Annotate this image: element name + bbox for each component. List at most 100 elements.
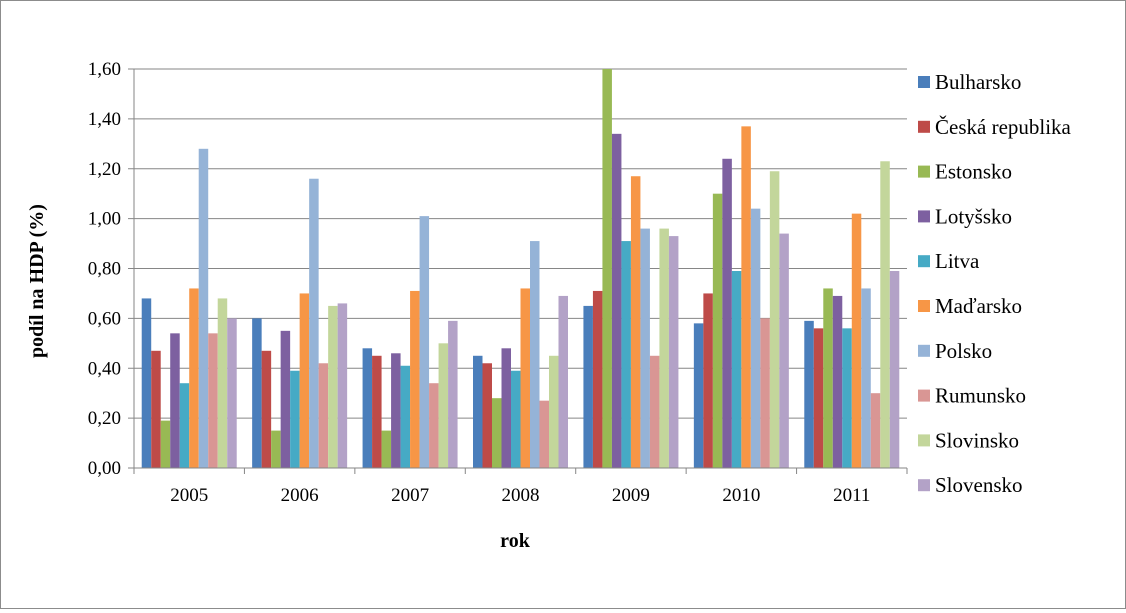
bar xyxy=(189,288,199,468)
bar xyxy=(261,350,272,468)
bar xyxy=(703,293,713,468)
bar xyxy=(861,288,871,468)
bar xyxy=(151,350,161,468)
bar xyxy=(722,158,732,468)
bar xyxy=(602,69,612,468)
legend-label: Rumunsko xyxy=(935,384,1026,408)
bar xyxy=(693,323,704,468)
y-tick-label: 0,80 xyxy=(88,259,121,280)
bar xyxy=(271,430,281,468)
bar xyxy=(290,370,300,468)
y-tick-label: 0,60 xyxy=(88,308,121,329)
bar xyxy=(448,320,458,468)
bar xyxy=(813,328,824,468)
x-axis-title: rok xyxy=(500,530,531,552)
legend-swatch xyxy=(918,300,930,312)
legend-label: Polsko xyxy=(935,339,992,363)
bar xyxy=(198,148,209,469)
bar xyxy=(141,298,152,468)
legend-swatch xyxy=(918,120,930,133)
y-tick-label: 1,00 xyxy=(88,209,121,230)
bar xyxy=(438,343,449,468)
bar xyxy=(362,348,373,468)
y-tick-label: 1,60 xyxy=(88,59,121,80)
bar xyxy=(558,295,568,468)
legend-label: Estonsko xyxy=(935,160,1012,184)
bar xyxy=(760,318,770,468)
legend-swatch xyxy=(918,76,930,88)
legend: Bulharsko Česká republika Estonsko Lotyšsko… xyxy=(918,70,1072,497)
bar xyxy=(804,320,814,468)
bar xyxy=(659,228,669,468)
bar xyxy=(328,305,338,468)
bar xyxy=(750,208,761,468)
bar xyxy=(889,270,900,468)
bar xyxy=(712,193,723,468)
x-tick-label: 2007 xyxy=(391,485,429,506)
bar xyxy=(482,363,492,468)
legend-label: Maďarsko xyxy=(935,294,1022,318)
bar xyxy=(280,330,291,468)
bar xyxy=(583,305,593,468)
legend-label: Slovensko xyxy=(935,473,1023,497)
legend-swatch xyxy=(918,479,930,492)
axes xyxy=(128,68,908,474)
bar xyxy=(381,430,392,468)
bar xyxy=(179,383,190,468)
bar xyxy=(832,295,843,468)
bar xyxy=(779,233,789,468)
bar xyxy=(309,178,319,468)
bar xyxy=(429,383,439,468)
bar xyxy=(640,228,650,468)
bar xyxy=(170,333,180,468)
bar xyxy=(592,290,603,468)
legend-swatch xyxy=(918,255,930,268)
y-tick-label: 0,00 xyxy=(88,458,121,479)
x-tick-label: 2008 xyxy=(502,485,540,506)
legend-swatch xyxy=(918,389,930,402)
bar xyxy=(372,355,382,468)
bar xyxy=(410,290,420,468)
bar xyxy=(318,363,329,468)
bar xyxy=(741,126,751,468)
bar xyxy=(630,176,641,468)
legend-label: Česká republika xyxy=(935,115,1072,139)
bar xyxy=(501,348,511,468)
x-tick-label: 2009 xyxy=(612,485,650,506)
bar xyxy=(217,298,228,468)
bar xyxy=(160,420,171,468)
legend-swatch xyxy=(918,165,930,178)
legend-label: Slovinsko xyxy=(935,428,1019,452)
bar xyxy=(769,171,780,468)
bar xyxy=(851,213,862,468)
bar xyxy=(337,303,348,468)
bar xyxy=(400,365,411,468)
bar xyxy=(492,398,502,468)
y-axis-title: podíl na HDP (%) xyxy=(26,204,48,358)
bar xyxy=(511,370,521,468)
bar xyxy=(870,393,881,468)
y-tick-label: 1,20 xyxy=(88,159,121,180)
bar xyxy=(649,355,660,468)
bar xyxy=(299,293,310,468)
bar xyxy=(227,318,237,468)
bar xyxy=(252,318,262,468)
y-tick-label: 0,40 xyxy=(88,358,121,379)
legend-label: Bulharsko xyxy=(935,70,1021,94)
bar xyxy=(473,355,483,468)
tick-labels: 0,00 0,20 0,40 0,60 0,80 1,00 1,20 1,40 1,60 2005… xyxy=(88,59,871,506)
y-tick-label: 1,40 xyxy=(88,109,121,130)
bar xyxy=(611,133,622,468)
x-tick-label: 2011 xyxy=(833,485,870,506)
legend-swatch xyxy=(918,344,930,357)
bar xyxy=(842,328,852,468)
bar xyxy=(391,353,401,468)
x-tick-label: 2006 xyxy=(281,485,319,506)
bar xyxy=(621,241,631,468)
bar xyxy=(823,288,833,468)
x-tick-label: 2010 xyxy=(722,485,760,506)
x-tick-label: 2005 xyxy=(170,485,208,506)
bar xyxy=(880,161,890,469)
